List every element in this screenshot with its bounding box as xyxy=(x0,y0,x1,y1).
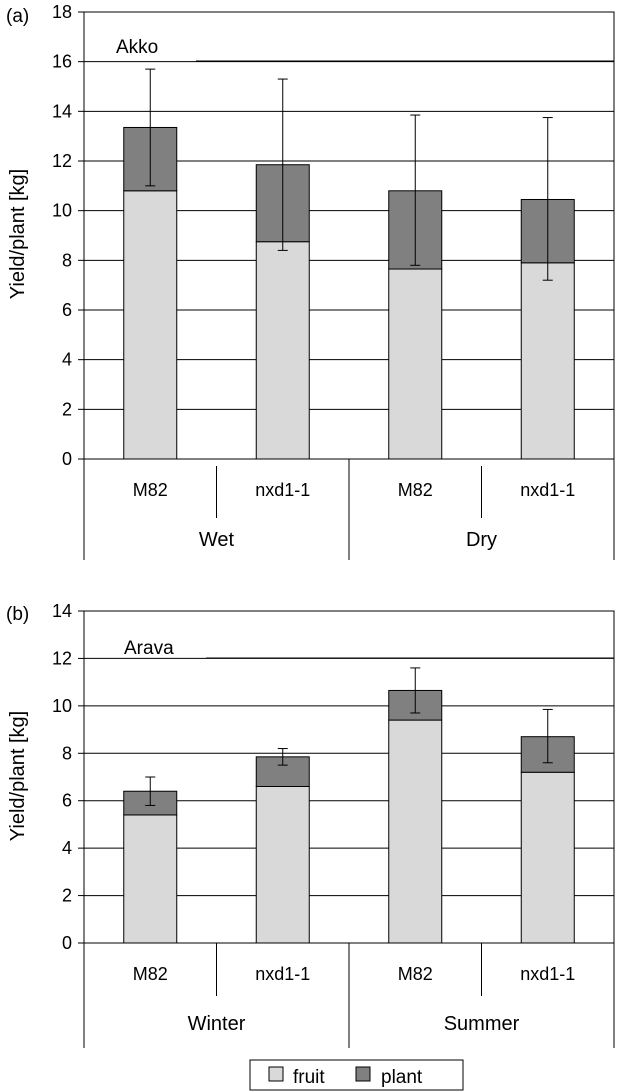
panel-a-group-labels: Wet Dry xyxy=(199,529,497,551)
panel-b-category-label-1: nxd1-1 xyxy=(255,964,310,984)
panel-a-ytick-label-7: 14 xyxy=(52,101,72,121)
panel-b-bar-fruit-3 xyxy=(520,771,575,944)
panel-a-category-labels: M82 nxd1-1 M82 nxd1-1 xyxy=(133,480,576,500)
panel-b-ytick-label-4: 8 xyxy=(62,743,72,763)
panel-a-category-label-2: M82 xyxy=(398,480,433,500)
legend-label-fruit: fruit xyxy=(293,1067,325,1088)
panel-b-group-label-0: Winter xyxy=(188,1013,246,1035)
legend: fruit plant xyxy=(249,1059,464,1091)
panel-a-group-label-1: Dry xyxy=(466,529,497,551)
panel-b-bar-fruit-0 xyxy=(123,814,178,944)
panel-a-ytick-label-3: 6 xyxy=(62,300,72,320)
panel-b-label: (b) xyxy=(6,604,29,625)
panel-a-ytick-label-9: 18 xyxy=(52,2,72,22)
panel-b-ytick-label-3: 6 xyxy=(62,791,72,811)
panel-b-annotation: Arava xyxy=(124,638,174,659)
panel-a-ylabel: Yield/plant [kg] xyxy=(7,169,29,299)
panel-b-category-labels: M82 nxd1-1 M82 nxd1-1 xyxy=(133,964,576,984)
panel-a-ytick-label-6: 12 xyxy=(52,151,72,171)
panel-a-ytick-label-8: 16 xyxy=(52,52,72,72)
panel-b-category-label-3: nxd1-1 xyxy=(520,964,575,984)
legend-swatch-fruit xyxy=(268,1066,284,1082)
chart-panel-a: (a) Akko Yield/plant [kg] 0 2 4 6 8 10 12 14 16 1… xyxy=(6,2,615,560)
panel-a-error-bars xyxy=(145,68,553,281)
legend-label-plant: plant xyxy=(381,1067,423,1088)
panel-b-x-axis xyxy=(83,943,615,1048)
panel-a-bar-fruit-1 xyxy=(255,241,310,460)
panel-a-ytick-label-4: 8 xyxy=(62,250,72,270)
chart-panel-b: (b) Arava Yield/plant [kg] 0 2 4 6 8 10 12 14 M… xyxy=(6,601,615,1048)
panel-a-ytick-label-0: 0 xyxy=(62,449,72,469)
panel-a-bar-fruit-0 xyxy=(123,190,178,460)
panel-a-bar-fruit-2 xyxy=(388,268,443,460)
panel-b-ytick-label-1: 2 xyxy=(62,886,72,906)
panel-a-bar-fruit-3 xyxy=(520,262,575,460)
panel-b-y-ticks: 0 2 4 6 8 10 12 14 xyxy=(52,601,84,953)
panel-a-group-label-0: Wet xyxy=(199,529,235,551)
panel-a-ytick-label-1: 2 xyxy=(62,399,72,419)
panel-b-ytick-label-7: 14 xyxy=(52,601,72,621)
panel-b-ytick-label-6: 12 xyxy=(52,648,72,668)
panel-a-ytick-label-2: 4 xyxy=(62,350,72,370)
panel-b-ytick-label-0: 0 xyxy=(62,933,72,953)
panel-b-bar-fruit-1 xyxy=(255,785,310,944)
panel-b-error-bars xyxy=(145,667,553,806)
panel-a-category-label-1: nxd1-1 xyxy=(255,480,310,500)
panel-b-bars xyxy=(123,689,575,944)
panel-b-category-label-2: M82 xyxy=(398,964,433,984)
panel-b-ylabel: Yield/plant [kg] xyxy=(7,711,29,841)
panel-b-ytick-label-5: 10 xyxy=(52,696,72,716)
panel-a-y-ticks: 0 2 4 6 8 10 12 14 16 18 xyxy=(52,2,84,469)
panel-b-group-label-1: Summer xyxy=(444,1013,520,1035)
panel-a-category-label-3: nxd1-1 xyxy=(520,480,575,500)
panel-b-bar-fruit-2 xyxy=(388,719,443,944)
panel-a-label: (a) xyxy=(6,6,29,27)
legend-swatch-plant xyxy=(355,1066,371,1082)
panel-a-category-label-0: M82 xyxy=(133,480,168,500)
panel-a-x-axis xyxy=(83,459,615,560)
panel-b-ytick-label-2: 4 xyxy=(62,838,72,858)
panel-a-annotation: Akko xyxy=(116,37,158,58)
panel-b-group-labels: Winter Summer xyxy=(188,1013,520,1035)
panel-a-ytick-label-5: 10 xyxy=(52,201,72,221)
panel-b-category-label-0: M82 xyxy=(133,964,168,984)
